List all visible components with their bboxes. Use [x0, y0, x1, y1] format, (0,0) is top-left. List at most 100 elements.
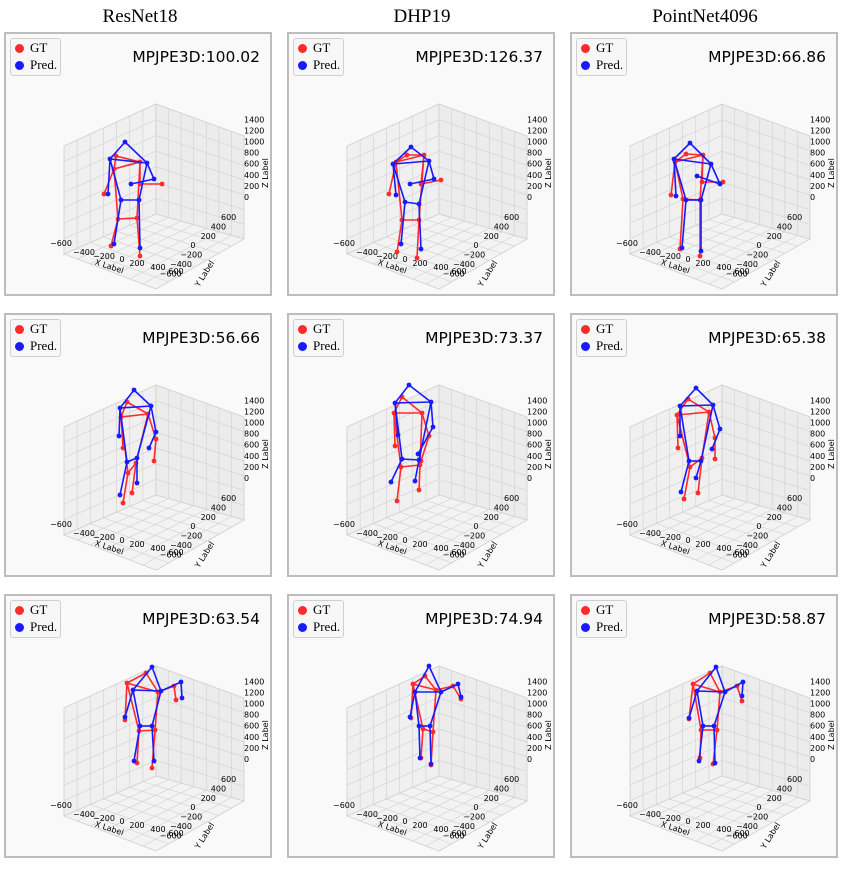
legend-pred-label: Pred. — [30, 57, 58, 72]
pred-skeleton-bone — [408, 384, 432, 403]
y-tick-label: 600 — [221, 213, 236, 222]
pred-skeleton-joint — [407, 714, 413, 720]
x-tick-label: 400 — [716, 544, 731, 553]
pred-skeleton-joint — [712, 760, 718, 766]
pred-skeleton-bone — [418, 725, 421, 759]
pred-skeleton-bone — [394, 401, 432, 404]
y-tick-label: −200 — [463, 532, 485, 541]
gt-marker-icon — [298, 325, 307, 334]
legend-pred: Pred. — [581, 338, 623, 354]
mpjpe-metric-label: MPJPE3D:56.66 — [142, 329, 260, 347]
y-tick-label: 600 — [787, 775, 802, 784]
pred-skeleton-bone — [688, 690, 698, 719]
pred-skeleton-bone — [698, 725, 704, 762]
legend-pred: Pred. — [581, 57, 623, 73]
gt-skeleton-bone — [395, 161, 403, 221]
gt-skeleton-joint — [690, 681, 696, 687]
gt-skeleton-joint — [159, 181, 165, 187]
y-tick-label: 600 — [787, 213, 802, 222]
column-title-dhp19: DHP19 — [393, 6, 451, 27]
pred-skeleton-bone — [679, 404, 714, 407]
gt-skeleton-bone — [120, 401, 128, 418]
gt-skeleton-bone — [395, 154, 425, 163]
column-title-pointnet4096: PointNet4096 — [652, 6, 758, 27]
legend-gt-label: GT — [313, 40, 331, 55]
gt-skeleton-joint — [153, 436, 159, 442]
gt-marker-icon — [581, 325, 590, 334]
pred-skeleton-joint — [673, 193, 679, 199]
y-tick-label: −400 — [736, 260, 758, 269]
pred-skeleton-bone — [414, 691, 420, 727]
pred-skeleton-joint — [430, 424, 436, 430]
mpjpe-metric-label: MPJPE3D:66.86 — [708, 48, 826, 66]
legend-gt-label: GT — [596, 602, 614, 617]
y-tick-label: −400 — [736, 541, 758, 550]
pred-marker-icon — [15, 61, 24, 70]
mpjpe-metric-label: MPJPE3D:73.37 — [425, 329, 543, 347]
pred-skeleton-joint — [388, 479, 394, 485]
gt-skeleton-joint — [134, 215, 140, 221]
axes-3d — [62, 103, 246, 290]
pred-skeleton — [388, 382, 436, 485]
x-tick-label: 600 — [168, 829, 183, 838]
pred-skeleton-bone — [410, 146, 430, 162]
legend-pred-label: Pred. — [596, 619, 624, 634]
y-tick-label: 400 — [211, 503, 226, 512]
x-tick-label: −600 — [50, 239, 72, 248]
pred-skeleton-bone — [392, 146, 412, 165]
y-tick-label: −400 — [736, 822, 758, 831]
y-tick-label: 600 — [221, 775, 236, 784]
pred-skeleton-joint — [717, 426, 723, 432]
pred-skeleton-bone — [394, 402, 403, 460]
y-tick-label: 0 — [190, 522, 195, 531]
y-tick-label: −200 — [746, 251, 768, 260]
pred-skeleton-bone — [418, 401, 432, 461]
z-axis-label: Z Label — [827, 158, 836, 188]
legend-gt: GT — [298, 321, 330, 337]
legend-gt: GT — [581, 40, 613, 56]
pred-skeleton — [677, 385, 723, 495]
y-tick-label: 400 — [777, 784, 792, 793]
z-tick-label: 600 — [527, 441, 542, 450]
z-tick-label: 1000 — [810, 419, 830, 428]
x-tick-label: −600 — [616, 239, 638, 248]
legend-pred-label: Pred. — [596, 338, 624, 353]
z-tick-label: 0 — [810, 474, 815, 483]
pred-skeleton-joint — [428, 761, 434, 767]
plot-3d: 02004006008001000120014006004002000−200−… — [50, 384, 270, 571]
gt-skeleton-bone — [400, 464, 421, 468]
plot-3d: 02004006008001000120014006004002000−200−… — [616, 664, 836, 852]
legend-pred: Pred. — [298, 57, 340, 73]
legend-gt-label: GT — [313, 602, 331, 617]
pred-skeleton-bone — [724, 681, 744, 693]
y-tick-label: −200 — [463, 813, 485, 822]
pred-skeleton-joint — [122, 139, 128, 145]
pred-skeleton — [686, 664, 746, 766]
pred-skeleton-joint — [408, 144, 414, 150]
x-tick-label: 200 — [129, 821, 144, 830]
plot-panel-row3-pointnet4096: 0 200 400 600 800 1000 1200 1400 600 400 200 0 −200−… — [570, 594, 838, 858]
plot-panel-row1-dhp19: 0 200 400 600 800 1000 1200 1400 600 400 200 0 −200−… — [287, 32, 555, 296]
z-tick-label: 400 — [244, 733, 259, 742]
legend-pred: Pred. — [15, 57, 57, 73]
z-tick-label: 400 — [527, 171, 542, 180]
pred-skeleton-joint — [117, 405, 123, 411]
pred-skeleton-bone — [429, 725, 432, 765]
pred-skeleton-bone — [146, 162, 155, 180]
pred-skeleton-bone — [710, 163, 721, 185]
z-tick-label: 400 — [244, 452, 259, 461]
gt-skeleton-joint — [699, 179, 705, 185]
pred-marker-icon — [298, 61, 307, 70]
z-tick-label: 800 — [810, 711, 825, 720]
y-tick-label: 200 — [201, 232, 216, 241]
pred-skeleton-joint — [390, 161, 396, 167]
gt-skeleton-bone — [126, 672, 147, 684]
gt-skeleton-joint — [420, 726, 426, 732]
x-tick-label: −200 — [659, 252, 681, 261]
gt-skeleton-bone — [420, 435, 430, 462]
pred-skeleton-joint — [148, 403, 154, 409]
axes-3d — [628, 103, 812, 290]
y-tick-label: 0 — [473, 522, 478, 531]
y-tick-label: 600 — [221, 494, 236, 503]
pred-skeleton-joint — [677, 433, 683, 439]
